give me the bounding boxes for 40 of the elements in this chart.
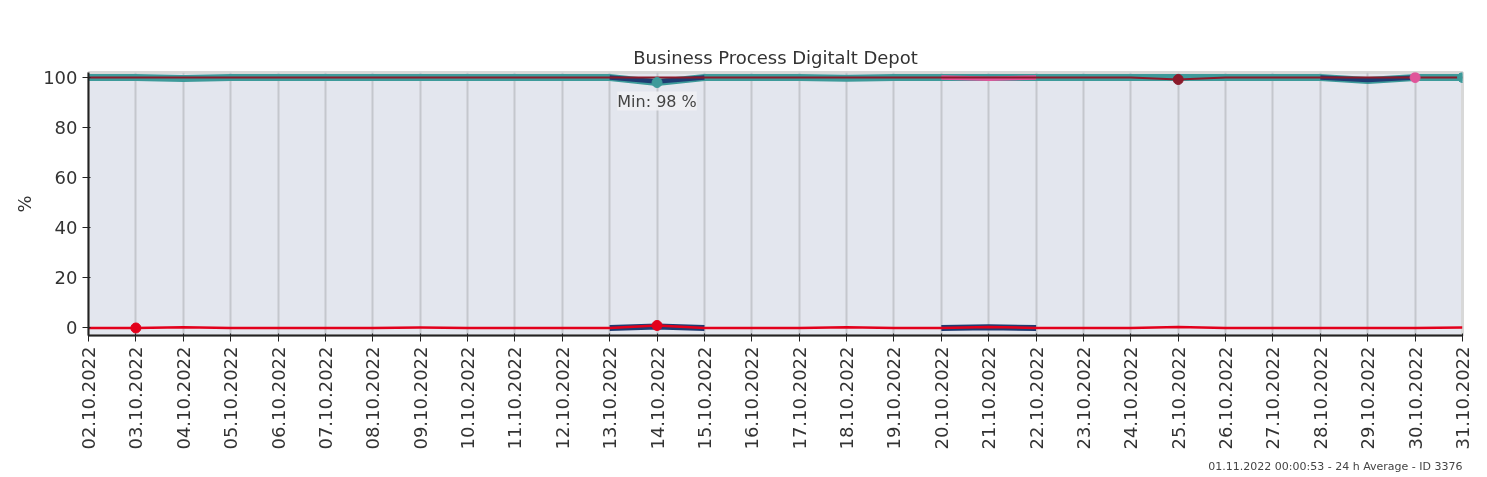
- x-tick-label: 06.10.2022: [267, 346, 289, 450]
- x-tick-label: 25.10.2022: [1167, 346, 1189, 450]
- y-tick-label: 0: [66, 317, 78, 339]
- x-tick-label: 20.10.2022: [930, 346, 952, 450]
- y-axis-title: %: [14, 195, 36, 213]
- x-tick-label: 08.10.2022: [362, 346, 384, 450]
- x-tick-label: 12.10.2022: [551, 346, 573, 450]
- y-tick-label: 60: [54, 167, 78, 189]
- x-tick-label: 05.10.2022: [220, 346, 242, 450]
- x-tick-label: 18.10.2022: [836, 346, 858, 450]
- x-tick-label: 21.10.2022: [978, 346, 1000, 450]
- x-tick-label: 26.10.2022: [1215, 346, 1237, 450]
- chart-title: Business Process Digitalt Depot: [633, 46, 918, 68]
- y-tick-label: 40: [54, 217, 78, 239]
- x-tick-label: 16.10.2022: [741, 346, 763, 450]
- x-tick-label: 11.10.2022: [504, 346, 526, 450]
- y-tick-label: 80: [54, 117, 78, 139]
- x-tick-label: 04.10.2022: [172, 346, 194, 450]
- x-tick-label: 31.10.2022: [1452, 346, 1473, 450]
- x-tick-label: 10.10.2022: [457, 346, 479, 450]
- x-tick-label: 13.10.2022: [599, 346, 621, 450]
- x-tick-label: 23.10.2022: [1072, 346, 1094, 450]
- text: 01.11.2022 00:00:53 - 24 h Average - ID 3376: [1208, 459, 1463, 473]
- annotation: Min: 98 %: [617, 91, 697, 111]
- x-tick-label: 29.10.2022: [1357, 346, 1379, 450]
- y-tick-label: 100: [43, 67, 78, 89]
- x-tick-label: 09.10.2022: [409, 346, 431, 450]
- x-tick-label: 14.10.2022: [646, 346, 668, 450]
- x-tick-label: 03.10.2022: [125, 346, 147, 450]
- x-tick-label: 28.10.2022: [1309, 346, 1331, 450]
- x-tick-label: 30.10.2022: [1404, 346, 1426, 450]
- x-tick-label: 15.10.2022: [693, 346, 715, 450]
- x-tick-label: 22.10.2022: [1025, 346, 1047, 450]
- x-tick-label: 02.10.2022: [78, 346, 99, 450]
- x-tick-label: 17.10.2022: [788, 346, 810, 450]
- x-tick-label: 19.10.2022: [883, 346, 905, 450]
- x-tick-label: 24.10.2022: [1120, 346, 1142, 450]
- y-tick-label: 20: [54, 267, 78, 289]
- x-tick-label: 07.10.2022: [314, 346, 336, 450]
- x-tick-label: 27.10.2022: [1262, 346, 1284, 450]
